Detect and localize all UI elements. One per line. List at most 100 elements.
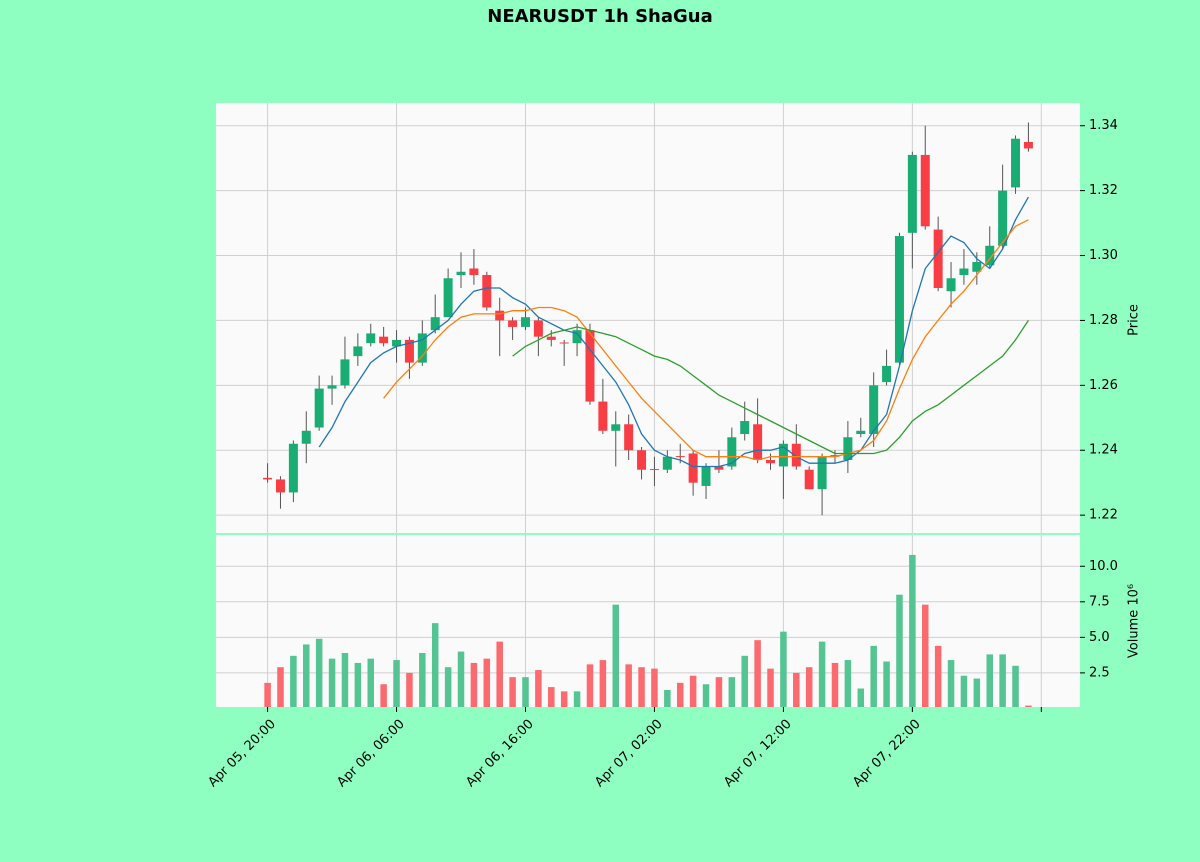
volume-bar xyxy=(586,664,594,707)
candle-body xyxy=(675,456,685,458)
volume-bar xyxy=(831,662,839,707)
candle-body xyxy=(998,190,1008,246)
candle-body xyxy=(263,477,273,480)
volume-bar xyxy=(922,604,929,707)
volume-bar xyxy=(483,658,491,707)
candle-body xyxy=(611,424,621,431)
volume-bar xyxy=(354,662,362,707)
volume-axis-label: Volume 10⁶ xyxy=(1127,584,1142,658)
candle-body xyxy=(766,459,776,464)
x-tick-label: Apr 07, 02:00 xyxy=(592,717,665,790)
candle-body xyxy=(482,275,492,308)
volume-bar xyxy=(457,651,465,707)
candle-body xyxy=(495,310,505,321)
volume-bar xyxy=(341,652,349,707)
candle-body xyxy=(520,317,530,327)
y-tick-label: 1.22 xyxy=(1089,508,1118,523)
candle-body xyxy=(1011,138,1021,188)
candle-body xyxy=(533,320,543,337)
volume-bar xyxy=(947,660,955,707)
candle-body xyxy=(727,437,737,467)
moving-average-line xyxy=(383,219,1029,461)
candle-body xyxy=(907,154,917,233)
volume-bar xyxy=(1012,665,1019,707)
y-tick-label: 2.5 xyxy=(1089,665,1110,680)
volume-bar xyxy=(741,655,748,707)
candle-body xyxy=(714,466,724,470)
volume-bar xyxy=(844,660,852,707)
volume-bar xyxy=(664,689,671,707)
candle-body xyxy=(701,466,711,486)
candle-body xyxy=(933,229,943,288)
volume-bar xyxy=(702,684,710,707)
candle-body xyxy=(817,456,827,490)
volume-bar xyxy=(419,652,426,707)
volume-bar xyxy=(264,682,271,707)
y-tick-label: 1.26 xyxy=(1089,378,1118,393)
volume-bar xyxy=(818,641,826,707)
candle-body xyxy=(288,443,298,493)
y-tick-label: 7.5 xyxy=(1089,594,1110,609)
volume-bar xyxy=(535,670,542,707)
candle-body xyxy=(340,359,350,386)
candle-body xyxy=(869,385,879,435)
x-tick-label: Apr 07, 12:00 xyxy=(721,717,794,790)
volume-bar xyxy=(896,594,903,707)
candle-body xyxy=(314,388,324,428)
candle-body xyxy=(740,421,750,435)
candle-body xyxy=(894,236,904,363)
x-tick-label: Apr 06, 16:00 xyxy=(463,717,536,790)
y-tick-label: 5.0 xyxy=(1089,630,1110,645)
volume-bar xyxy=(676,682,684,707)
volume-bar xyxy=(986,654,993,707)
candle-body xyxy=(508,320,518,327)
candle-body xyxy=(572,330,582,344)
candle-body xyxy=(959,268,969,275)
volume-bar xyxy=(973,678,981,707)
moving-average-line xyxy=(512,320,1029,455)
volume-bar xyxy=(1025,705,1032,707)
volume-bar xyxy=(728,677,736,707)
candle-body xyxy=(392,339,402,347)
y-tick-label: 10.0 xyxy=(1089,559,1118,574)
y-tick-label: 1.24 xyxy=(1089,443,1118,458)
candle-body xyxy=(920,154,930,227)
candle-body xyxy=(753,424,763,460)
volume-bar xyxy=(470,662,478,707)
volume-bar xyxy=(573,691,581,707)
volume-bar xyxy=(548,687,555,707)
volume-bar xyxy=(431,623,439,707)
candle-body xyxy=(275,479,285,493)
volume-bar xyxy=(496,641,503,707)
volume-bar xyxy=(638,667,645,707)
y-tick-label: 1.28 xyxy=(1089,313,1118,328)
candle-body xyxy=(366,333,376,344)
volume-bar xyxy=(303,644,310,707)
candle-body xyxy=(456,271,466,275)
candle-body xyxy=(649,469,659,471)
y-axis-label: Price xyxy=(1127,304,1142,336)
volume-bar xyxy=(805,667,813,707)
candle-body xyxy=(546,336,556,340)
candle-body xyxy=(688,453,698,483)
volume-bar xyxy=(290,655,297,707)
volume-bar xyxy=(522,677,529,707)
candle-body xyxy=(985,245,995,266)
volume-bar xyxy=(367,658,374,707)
candle-body xyxy=(404,339,414,363)
volume-bar xyxy=(651,668,658,707)
candle-body xyxy=(778,443,788,467)
x-tick-label: Apr 07, 22:00 xyxy=(850,717,923,790)
candle-body xyxy=(791,443,801,467)
candle-body xyxy=(882,365,892,383)
x-tick-label: Apr 05, 20:00 xyxy=(205,717,278,790)
y-tick-label: 1.32 xyxy=(1089,183,1118,198)
volume-bar xyxy=(780,631,787,707)
candle-body xyxy=(430,317,440,331)
volume-bar xyxy=(380,684,387,707)
candle-body xyxy=(469,268,479,275)
candle-body xyxy=(804,469,814,490)
volume-bar xyxy=(328,658,336,707)
volume-bar xyxy=(509,677,516,707)
